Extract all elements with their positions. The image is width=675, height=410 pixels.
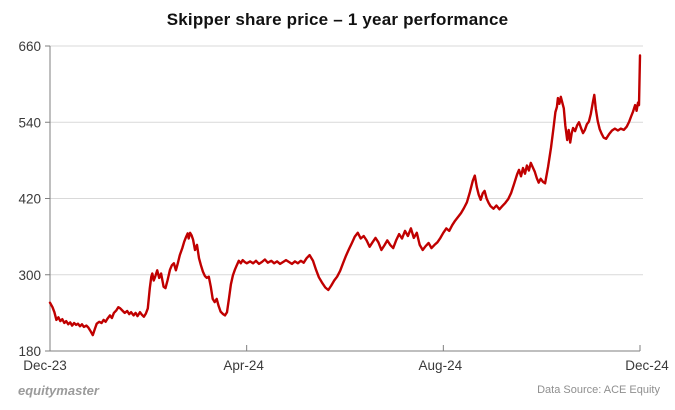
x-tick-label: Apr-24 bbox=[223, 358, 264, 373]
y-tick-label: 420 bbox=[18, 192, 41, 207]
x-tick-label: Dec-24 bbox=[625, 358, 669, 373]
price-line bbox=[48, 54, 642, 337]
chart-title: Skipper share price – 1 year performance bbox=[166, 10, 509, 29]
y-tick-label: 660 bbox=[18, 39, 41, 54]
y-tick-label: 540 bbox=[18, 115, 41, 130]
x-tick-label: Aug-24 bbox=[419, 358, 463, 373]
y-tick-label: 180 bbox=[18, 344, 41, 359]
data-source-note: Data Source: ACE Equity bbox=[537, 384, 660, 396]
brand-watermark: equitymaster bbox=[18, 383, 99, 398]
x-tick-label: Dec-23 bbox=[23, 358, 67, 373]
y-tick-label: 300 bbox=[18, 268, 41, 283]
